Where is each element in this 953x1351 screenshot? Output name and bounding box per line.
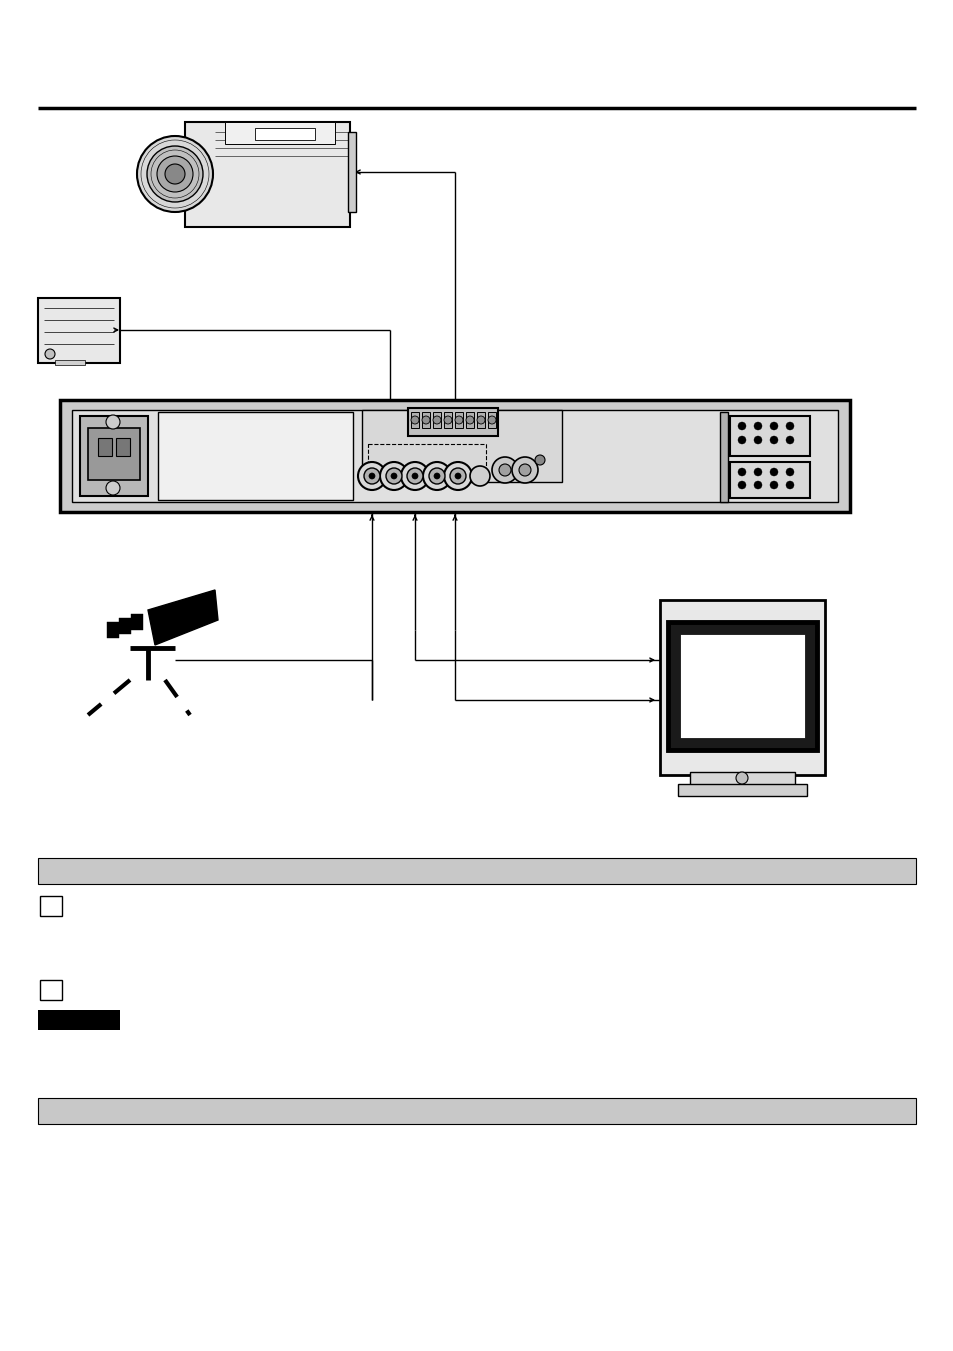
- Circle shape: [535, 455, 544, 465]
- Circle shape: [518, 463, 531, 476]
- Circle shape: [450, 467, 465, 484]
- Circle shape: [455, 416, 462, 424]
- Circle shape: [492, 457, 517, 484]
- Circle shape: [411, 416, 418, 424]
- Bar: [411, 412, 418, 428]
- Bar: [38, 1011, 120, 1029]
- Bar: [689, 771, 794, 786]
- Bar: [55, 359, 85, 365]
- Bar: [408, 408, 497, 436]
- Circle shape: [364, 467, 379, 484]
- Bar: [88, 428, 140, 480]
- Bar: [720, 412, 727, 503]
- Bar: [678, 784, 806, 796]
- Circle shape: [455, 473, 460, 480]
- Bar: [38, 1098, 915, 1124]
- Circle shape: [386, 467, 401, 484]
- Circle shape: [45, 349, 55, 359]
- Bar: [433, 412, 440, 428]
- Bar: [729, 462, 809, 499]
- Bar: [443, 412, 452, 428]
- Bar: [38, 858, 915, 884]
- Text: NOTE:: NOTE:: [57, 1013, 100, 1027]
- Circle shape: [753, 467, 761, 476]
- Circle shape: [407, 467, 422, 484]
- Bar: [421, 412, 430, 428]
- Circle shape: [421, 416, 430, 424]
- Bar: [71, 409, 837, 503]
- Text: 1: 1: [47, 900, 55, 912]
- Circle shape: [735, 771, 747, 784]
- Bar: [659, 600, 824, 775]
- Bar: [185, 122, 350, 227]
- Bar: [40, 979, 62, 1000]
- Circle shape: [379, 462, 408, 490]
- Bar: [465, 412, 474, 428]
- Circle shape: [785, 467, 793, 476]
- Circle shape: [498, 463, 511, 476]
- Circle shape: [391, 473, 396, 480]
- Circle shape: [369, 473, 375, 480]
- Circle shape: [769, 422, 778, 430]
- Bar: [455, 412, 462, 428]
- Circle shape: [412, 473, 417, 480]
- Bar: [158, 412, 353, 500]
- Bar: [361, 409, 561, 482]
- Circle shape: [488, 416, 496, 424]
- Bar: [40, 896, 62, 916]
- Bar: [488, 412, 496, 428]
- Circle shape: [785, 436, 793, 444]
- Bar: [348, 132, 355, 212]
- Bar: [476, 412, 484, 428]
- Circle shape: [137, 136, 213, 212]
- Bar: [254, 128, 314, 141]
- Circle shape: [753, 422, 761, 430]
- Circle shape: [476, 416, 484, 424]
- Bar: [98, 438, 112, 457]
- Circle shape: [147, 146, 203, 203]
- Circle shape: [357, 462, 386, 490]
- Circle shape: [400, 462, 429, 490]
- Text: 2: 2: [47, 984, 55, 997]
- Circle shape: [769, 467, 778, 476]
- Circle shape: [443, 416, 452, 424]
- Bar: [225, 122, 335, 145]
- Bar: [38, 299, 120, 363]
- Circle shape: [106, 415, 120, 430]
- Circle shape: [465, 416, 474, 424]
- Circle shape: [443, 462, 472, 490]
- Bar: [119, 617, 131, 634]
- Bar: [679, 634, 804, 738]
- Circle shape: [470, 466, 490, 486]
- Circle shape: [429, 467, 444, 484]
- Bar: [80, 416, 148, 496]
- Circle shape: [422, 462, 451, 490]
- Bar: [729, 416, 809, 457]
- Circle shape: [753, 481, 761, 489]
- Circle shape: [433, 416, 440, 424]
- Circle shape: [157, 155, 193, 192]
- Bar: [116, 438, 130, 457]
- Circle shape: [512, 457, 537, 484]
- Circle shape: [769, 436, 778, 444]
- Circle shape: [165, 163, 185, 184]
- Circle shape: [738, 481, 745, 489]
- Bar: [368, 444, 485, 471]
- Bar: [131, 613, 143, 630]
- Circle shape: [738, 422, 745, 430]
- Circle shape: [785, 481, 793, 489]
- Circle shape: [738, 436, 745, 444]
- Bar: [667, 621, 816, 750]
- Circle shape: [785, 422, 793, 430]
- Circle shape: [434, 473, 439, 480]
- Bar: [60, 400, 849, 512]
- Bar: [107, 621, 119, 638]
- Circle shape: [753, 436, 761, 444]
- Polygon shape: [148, 590, 218, 644]
- Circle shape: [769, 481, 778, 489]
- Circle shape: [738, 467, 745, 476]
- Circle shape: [106, 481, 120, 494]
